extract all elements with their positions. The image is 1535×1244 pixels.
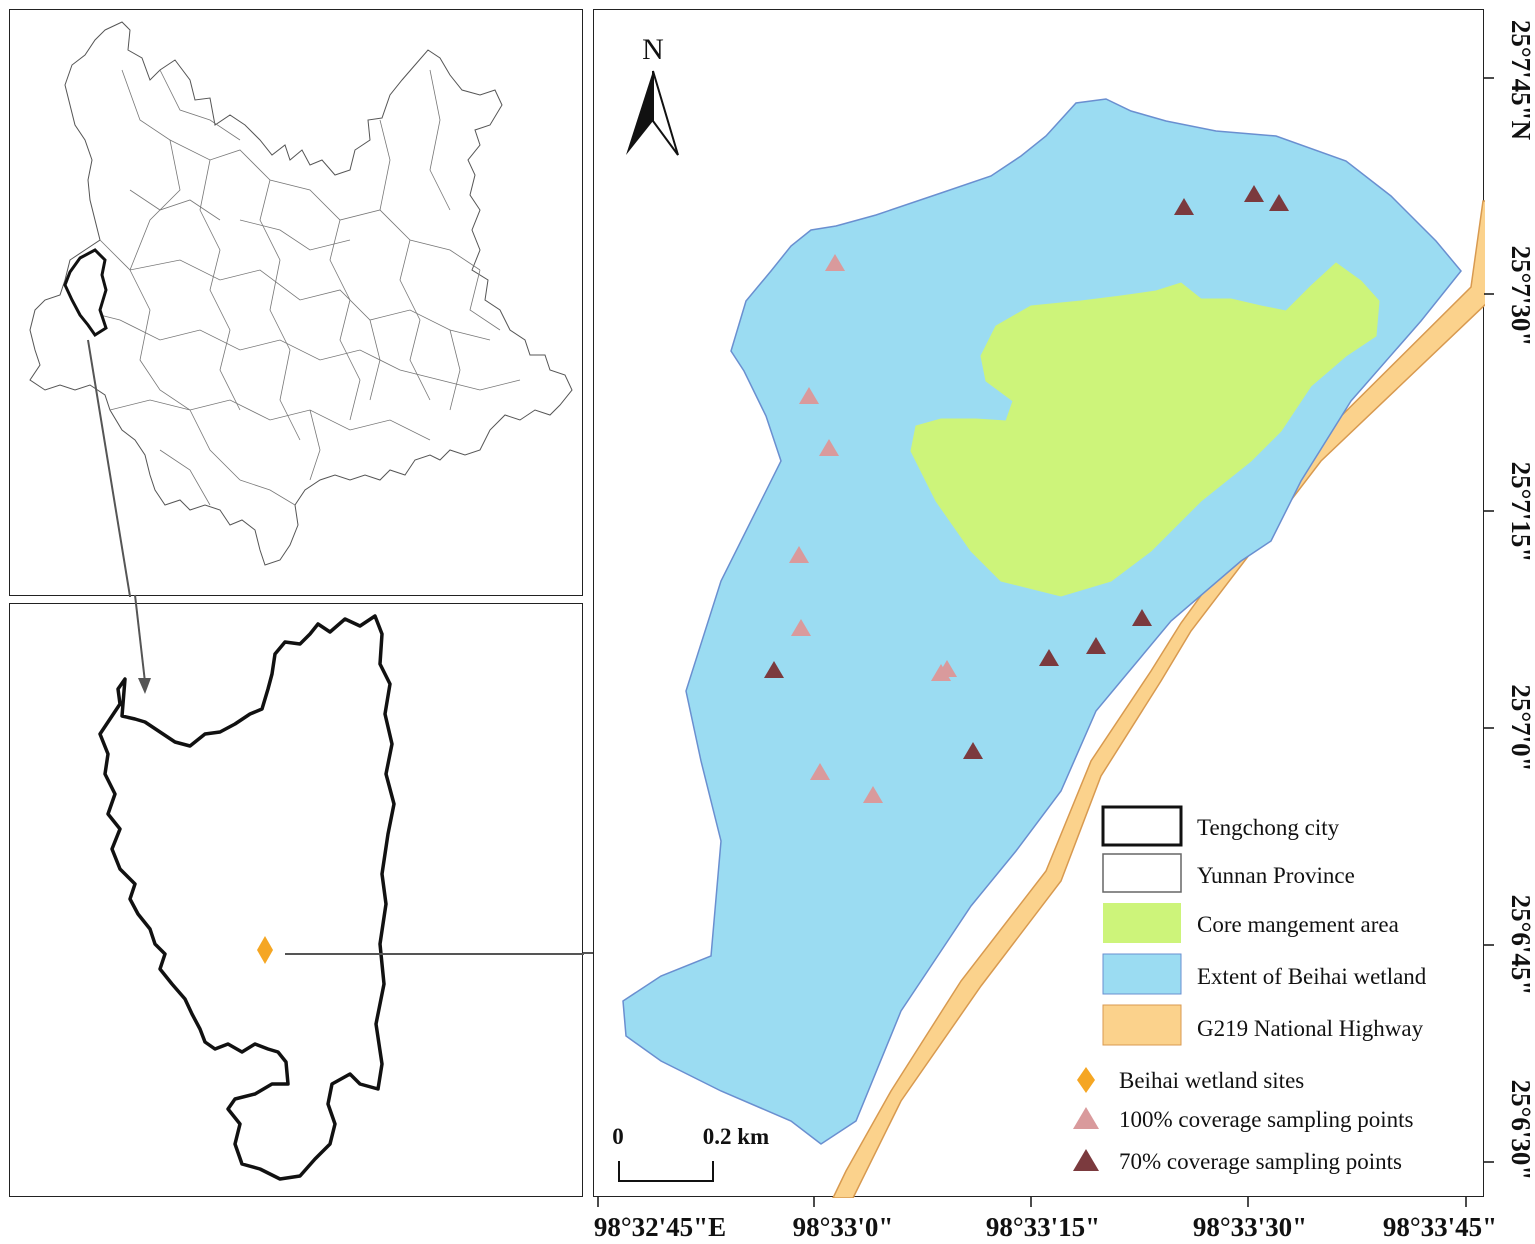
legend: Tengchong city Yunnan Province Core mang… — [1073, 805, 1427, 1174]
inset-arrow-head — [138, 678, 151, 694]
sampling-point-70 — [1132, 609, 1152, 626]
latitude-label-1: 25°7'45"N — [1506, 20, 1535, 141]
latitude-label-6: 25°6'30" — [1506, 1080, 1535, 1181]
sampling-point-70 — [1174, 198, 1194, 215]
sampling-point-70 — [1269, 194, 1289, 211]
north-arrow-left-half — [626, 71, 653, 155]
north-arrow: N — [626, 33, 679, 156]
legend-label-highway: G219 National Highway — [1197, 1016, 1424, 1041]
sampling-point-100 — [789, 546, 809, 563]
north-arrow-right-half — [652, 70, 679, 156]
scale-bar-start-label: 0 — [612, 1124, 624, 1149]
longitude-label-1: 98°32'45"E — [594, 1212, 726, 1242]
longitude-label-2: 98°33'0" — [793, 1212, 894, 1242]
legend-swatch-tengchong-city — [1101, 805, 1183, 847]
tengchong-city-outline — [98, 614, 396, 1181]
sampling-point-100 — [825, 254, 845, 271]
sampling-point-100 — [863, 786, 883, 803]
legend-swatch-yunnan-province — [1102, 853, 1182, 893]
latitude-label-3: 25°7'15" — [1506, 462, 1535, 563]
sampling-point-100 — [810, 763, 830, 780]
longitude-ticks — [597, 1197, 1467, 1207]
longitude-label-3: 98°33'15" — [986, 1212, 1100, 1242]
sampling-point-70 — [764, 661, 784, 678]
sampling-point-70 — [1086, 637, 1106, 654]
legend-label-70-coverage: 70% coverage sampling points — [1119, 1149, 1402, 1174]
sampling-point-70 — [1244, 185, 1264, 202]
core-management-area — [910, 262, 1380, 597]
sampling-point-100 — [819, 439, 839, 456]
coverage-100-points — [789, 254, 957, 803]
longitude-label-5: 98°33'45" — [1383, 1212, 1497, 1242]
beihai-wetland-site-marker — [257, 936, 273, 964]
legend-swatch-core-area — [1103, 903, 1181, 943]
sampling-point-100 — [791, 619, 811, 636]
legend-label-yunnan-province: Yunnan Province — [1197, 863, 1355, 888]
latitude-label-5: 25°6'45" — [1506, 895, 1535, 996]
beihai-wetland-map-panel: N 0 0.2 km Tengchong city Yunnan Provinc… — [593, 9, 1492, 1199]
beihai-wetland-map: N 0 0.2 km Tengchong city Yunnan Provinc… — [612, 33, 1492, 1199]
north-arrow-label: N — [642, 33, 664, 66]
sampling-point-70 — [963, 742, 983, 759]
legend-label-tengchong-city: Tengchong city — [1197, 815, 1340, 840]
scale-bar: 0 0.2 km — [612, 1124, 769, 1182]
sampling-point-100 — [937, 660, 957, 677]
tengchong-city-map — [98, 614, 584, 1181]
legend-symbol-100-coverage — [1073, 1107, 1099, 1129]
legend-symbol-wetland-site — [1077, 1067, 1095, 1093]
scale-bar-end-label: 0.2 km — [703, 1124, 769, 1149]
sampling-point-100 — [799, 387, 819, 404]
yunnan-province-map-panel — [9, 9, 583, 689]
yunnan-province-map — [29, 21, 573, 689]
scale-bar-line — [618, 1161, 714, 1182]
yunnan-province-outline — [29, 21, 573, 566]
legend-swatch-highway — [1102, 1004, 1182, 1046]
coverage-70-points — [764, 185, 1289, 759]
legend-label-core-area: Core mangement area — [1197, 912, 1399, 937]
sampling-point-70 — [1039, 649, 1059, 666]
legend-label-wetland-extent: Extent of Beihai wetland — [1197, 964, 1427, 989]
legend-label-100-coverage: 100% coverage sampling points — [1119, 1107, 1414, 1132]
latitude-label-2: 25°7'30" — [1506, 246, 1535, 347]
legend-symbol-70-coverage — [1073, 1149, 1099, 1171]
legend-swatch-wetland-extent — [1102, 953, 1182, 995]
county-boundaries — [79, 69, 521, 506]
legend-label-wetland-site: Beihai wetland sites — [1119, 1068, 1304, 1093]
tengchong-city-highlight — [63, 248, 108, 338]
tengchong-city-map-panel — [9, 603, 584, 1197]
longitude-label-4: 98°33'30" — [1193, 1212, 1307, 1242]
latitude-ticks — [1484, 77, 1494, 1163]
latitude-label-4: 25°7'0" — [1506, 684, 1535, 771]
